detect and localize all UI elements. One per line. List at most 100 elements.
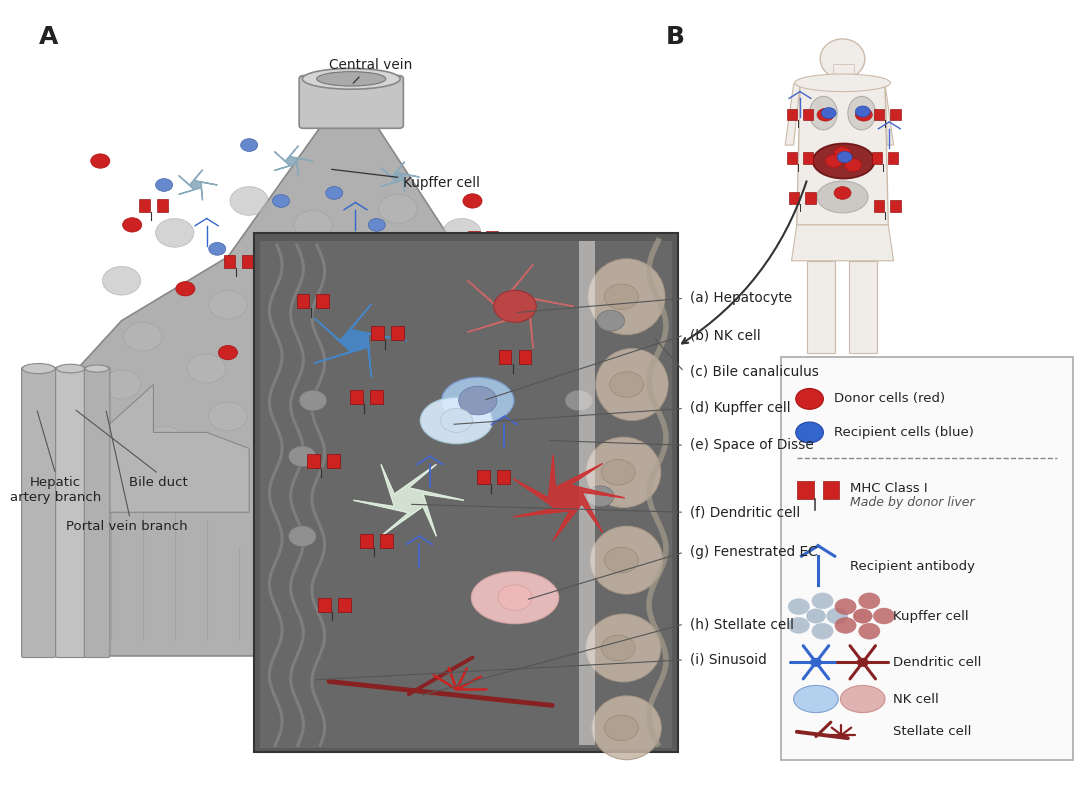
Circle shape	[812, 623, 833, 639]
Circle shape	[821, 107, 836, 119]
FancyBboxPatch shape	[84, 367, 110, 658]
Circle shape	[288, 525, 316, 546]
Polygon shape	[63, 85, 606, 656]
Circle shape	[834, 147, 851, 159]
Bar	[872, 152, 882, 164]
Bar	[802, 108, 813, 120]
Bar	[805, 192, 815, 203]
Circle shape	[586, 486, 613, 507]
Text: (b) NK cell: (b) NK cell	[690, 328, 761, 342]
Bar	[874, 108, 885, 120]
Circle shape	[605, 715, 638, 741]
Bar	[823, 481, 839, 499]
Circle shape	[124, 322, 162, 351]
Ellipse shape	[302, 68, 401, 89]
Bar	[833, 63, 854, 83]
Circle shape	[859, 623, 880, 639]
Polygon shape	[260, 241, 673, 747]
Text: Portal vein branch: Portal vein branch	[66, 520, 188, 533]
Circle shape	[463, 194, 482, 208]
Circle shape	[218, 345, 238, 360]
Polygon shape	[353, 465, 464, 536]
Ellipse shape	[820, 39, 865, 78]
Bar	[477, 469, 490, 484]
Ellipse shape	[471, 572, 558, 624]
Circle shape	[283, 386, 322, 415]
Bar	[802, 152, 813, 164]
Polygon shape	[24, 384, 249, 536]
Bar	[808, 261, 835, 352]
Text: (f) Dendritic cell: (f) Dendritic cell	[690, 505, 800, 519]
Bar	[327, 454, 340, 468]
Ellipse shape	[442, 377, 514, 424]
Ellipse shape	[816, 181, 868, 213]
Ellipse shape	[810, 96, 837, 130]
Circle shape	[103, 267, 140, 295]
Circle shape	[156, 179, 173, 191]
Circle shape	[602, 635, 635, 661]
Text: Donor cells (red): Donor cells (red)	[834, 392, 945, 405]
Text: Central vein: Central vein	[329, 58, 413, 83]
Text: (h) Stellate cell: (h) Stellate cell	[690, 617, 795, 631]
Bar	[849, 261, 877, 352]
Bar	[138, 199, 150, 212]
Circle shape	[565, 390, 593, 411]
Bar	[888, 152, 899, 164]
Bar	[890, 108, 901, 120]
Circle shape	[528, 370, 566, 399]
Circle shape	[123, 218, 141, 232]
Bar	[518, 311, 530, 324]
FancyBboxPatch shape	[781, 356, 1074, 759]
Ellipse shape	[586, 614, 661, 682]
Polygon shape	[797, 83, 888, 225]
Circle shape	[326, 187, 342, 199]
Circle shape	[605, 284, 638, 309]
Circle shape	[288, 446, 316, 467]
Bar	[874, 200, 885, 211]
Circle shape	[91, 154, 110, 168]
Bar	[369, 390, 382, 404]
Circle shape	[796, 422, 823, 443]
Circle shape	[853, 609, 873, 623]
Text: Hepatic
artery branch: Hepatic artery branch	[10, 477, 102, 505]
Bar	[391, 326, 404, 340]
Text: (d) Kupffer cell: (d) Kupffer cell	[690, 401, 791, 416]
Polygon shape	[579, 241, 595, 746]
Circle shape	[188, 354, 226, 383]
Circle shape	[459, 386, 497, 415]
Circle shape	[495, 329, 514, 344]
Circle shape	[528, 418, 566, 447]
Bar	[411, 280, 423, 292]
Circle shape	[874, 608, 894, 624]
Circle shape	[825, 155, 842, 167]
Bar	[297, 294, 310, 308]
Circle shape	[602, 460, 635, 485]
Circle shape	[208, 290, 247, 319]
Ellipse shape	[813, 143, 875, 179]
Circle shape	[368, 290, 406, 319]
Bar	[469, 231, 480, 244]
Circle shape	[605, 547, 638, 573]
Bar	[380, 533, 393, 548]
Ellipse shape	[420, 397, 492, 444]
Ellipse shape	[848, 96, 876, 130]
Circle shape	[299, 390, 327, 411]
Circle shape	[368, 219, 386, 231]
Circle shape	[494, 290, 537, 322]
Circle shape	[303, 297, 323, 312]
Circle shape	[230, 187, 268, 215]
Bar	[307, 454, 320, 468]
Bar	[497, 469, 510, 484]
Bar	[316, 294, 329, 308]
FancyBboxPatch shape	[299, 75, 403, 128]
Circle shape	[464, 306, 502, 335]
Ellipse shape	[795, 74, 890, 91]
Circle shape	[835, 598, 856, 614]
FancyBboxPatch shape	[22, 367, 55, 658]
Circle shape	[796, 388, 823, 409]
Ellipse shape	[794, 686, 838, 713]
Bar	[499, 350, 512, 364]
Text: Made by donor liver: Made by donor liver	[850, 496, 974, 509]
Bar	[350, 390, 363, 404]
Polygon shape	[785, 84, 800, 145]
